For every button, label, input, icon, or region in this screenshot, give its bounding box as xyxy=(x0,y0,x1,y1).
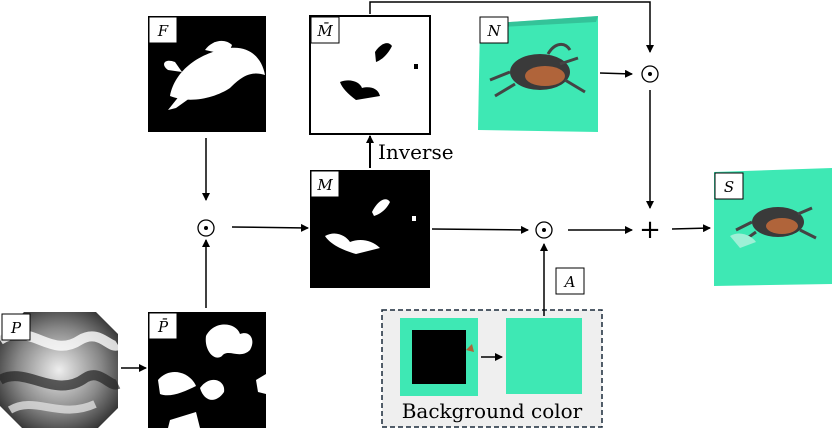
label-f: F xyxy=(157,22,169,40)
inverse-label: Inverse xyxy=(378,140,454,164)
label-f-box: F xyxy=(148,16,178,44)
mask-image xyxy=(310,170,430,288)
arrow-multiply-to-m xyxy=(231,223,309,232)
arrow-m-to-multiply-mid xyxy=(431,225,529,234)
label-p: P xyxy=(10,319,22,337)
label-p-bar: P̄ xyxy=(157,318,169,336)
add-operator: + xyxy=(639,215,661,245)
multiply-operator-left xyxy=(197,219,215,237)
foreground-mask-image xyxy=(148,16,266,132)
background-color-panel: Background color xyxy=(381,309,603,428)
label-m-bar-box: M̄ xyxy=(310,16,340,44)
label-m-bar: M̄ xyxy=(316,22,333,40)
framed-crab-thumbnail xyxy=(400,318,478,396)
label-a: A xyxy=(563,273,576,291)
label-p-box: P xyxy=(1,313,31,341)
label-n-box: N xyxy=(479,16,509,44)
multiply-operator-mid xyxy=(535,221,553,239)
background-color-swatch xyxy=(506,318,582,394)
noise-pattern-image xyxy=(0,312,121,428)
label-m-box: M xyxy=(310,170,340,198)
label-p-bar-box: P̄ xyxy=(148,312,178,340)
arrow-add-to-s xyxy=(671,224,711,233)
multiply-operator-top xyxy=(641,65,659,83)
crab-image xyxy=(478,16,598,132)
label-n: N xyxy=(486,22,501,40)
arrow-n-to-multiply-top xyxy=(599,69,633,78)
label-s-box: S xyxy=(714,172,744,200)
background-color-label: Background color xyxy=(402,399,583,423)
arrows xyxy=(121,1,711,372)
arrow-mbar-to-multiply-top xyxy=(369,1,654,53)
label-m: M xyxy=(316,176,333,194)
label-s: S xyxy=(724,178,734,196)
label-a-box: A xyxy=(555,267,585,295)
